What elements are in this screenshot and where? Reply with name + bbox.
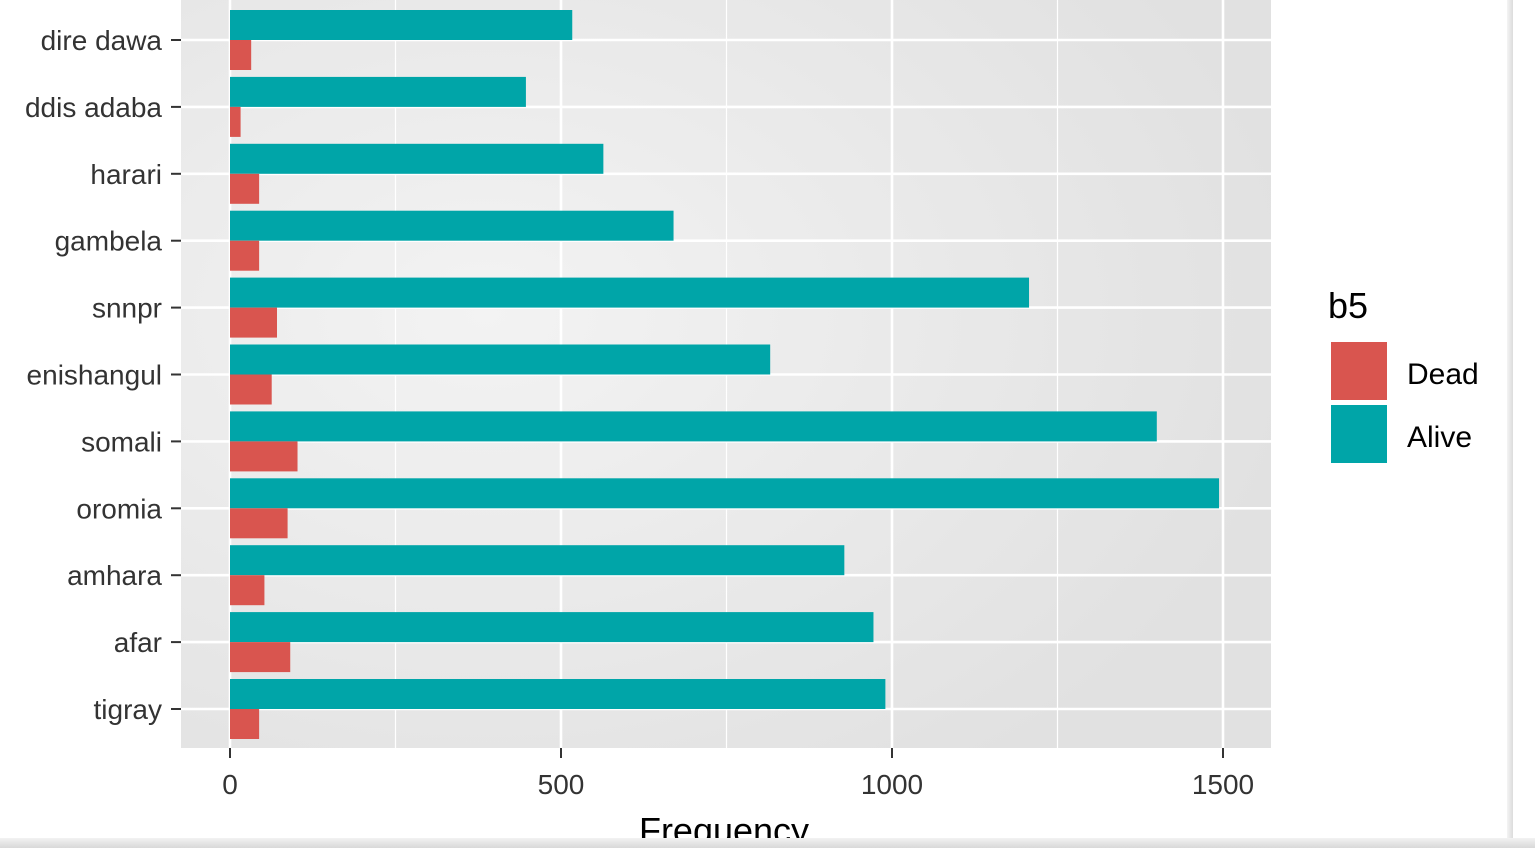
bar-alive: [230, 10, 573, 40]
bar-dead: [230, 508, 288, 539]
bar-alive: [230, 143, 604, 174]
bar-alive: [230, 277, 1030, 308]
bar-alive: [230, 612, 874, 643]
bar-dead: [230, 642, 291, 673]
legend-label-dead: Dead: [1407, 358, 1479, 391]
bar-dead: [230, 240, 260, 271]
legend-label-alive: Alive: [1407, 421, 1472, 454]
bar-alive: [230, 478, 1220, 509]
x-tick-label: 1500: [1192, 769, 1254, 800]
bar-alive: [230, 76, 526, 107]
y-tick-label: amhara: [67, 560, 162, 591]
legend-title: b5: [1328, 285, 1368, 326]
bar-alive: [230, 679, 886, 709]
bar-dead: [230, 709, 260, 739]
y-tick-label: harari: [90, 159, 162, 190]
bar-dead: [230, 106, 241, 137]
legend-key-dead: [1331, 342, 1387, 400]
y-tick-label: tigray: [94, 694, 162, 725]
y-tick-label: snnpr: [92, 293, 162, 324]
y-tick-label: somali: [81, 426, 162, 457]
x-tick-label: 1000: [861, 769, 923, 800]
bar-dead: [230, 441, 298, 472]
y-tick-label: enishangul: [27, 360, 162, 391]
y-axis: dire dawa ddis adaba harari gambela snnpr eni…: [25, 25, 181, 725]
y-tick-label: oromia: [76, 493, 162, 524]
bar-dead: [230, 575, 265, 606]
bar-dead: [230, 307, 278, 338]
legend: b5 Dead Alive: [1328, 285, 1479, 463]
bar-dead: [230, 374, 272, 405]
x-tick-label: 0: [222, 769, 238, 800]
bar-alive: [230, 210, 674, 241]
x-tick-label: 500: [538, 769, 585, 800]
y-tick-label: gambela: [55, 226, 163, 257]
window-edge-bottom: [0, 838, 1535, 848]
bar-dead: [230, 173, 260, 204]
bar-alive: [230, 344, 771, 375]
bar-alive: [230, 411, 1157, 442]
bar-dead: [230, 40, 252, 70]
bars: [230, 10, 1220, 739]
x-axis: 0 500 1000 1500: [222, 748, 1254, 800]
y-tick-label: afar: [114, 627, 162, 658]
bar-alive: [230, 545, 845, 576]
y-tick-label: ddis adaba: [25, 92, 162, 123]
legend-key-alive: [1331, 405, 1387, 463]
window-edge-right: [1507, 0, 1513, 848]
y-tick-label: dire dawa: [41, 25, 163, 56]
